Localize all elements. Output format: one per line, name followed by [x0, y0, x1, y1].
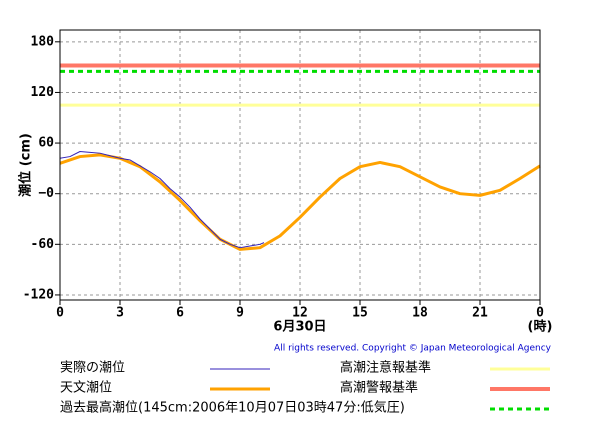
series-line — [59, 153, 541, 251]
x-tick-label: 9 — [236, 306, 244, 321]
y-tick-label: -120 — [23, 287, 54, 302]
x-tick-label: 12 — [292, 306, 308, 321]
y-tick-label: 120 — [31, 85, 55, 100]
legend-label: 高潮注意報基準 — [340, 360, 431, 376]
legend-label: 過去最高潮位(145cm:2006年10月07日03時47分:低気圧) — [60, 400, 405, 416]
y-tick-label: 60 — [38, 136, 54, 151]
x-axis-label: 6月30日 — [273, 320, 326, 335]
y-tick-label: −0 — [38, 186, 54, 201]
x-tick-label: 0 — [536, 306, 544, 321]
x-tick-label: 3 — [116, 306, 124, 321]
x-tick-label: 18 — [412, 306, 428, 321]
legend-label: 高潮警報基準 — [340, 380, 418, 396]
legend-label: 天文潮位 — [60, 381, 112, 396]
x-tick-label: 21 — [472, 306, 488, 321]
legend-label: 実際の潮位 — [60, 360, 125, 376]
y-tick-label: -60 — [31, 237, 55, 252]
copyright: All rights reserved. Copyright © Japan M… — [274, 344, 552, 354]
series-line — [59, 151, 265, 249]
x-tick-label: 0 — [56, 306, 64, 321]
x-tick-label: 15 — [352, 306, 368, 321]
y-axis-label: 潮位 (cm) — [18, 133, 34, 197]
x-tick-label: 6 — [176, 306, 184, 321]
x-axis-unit: (時) — [528, 319, 553, 335]
plot-border — [59, 29, 541, 301]
y-tick-label: 180 — [31, 34, 55, 49]
